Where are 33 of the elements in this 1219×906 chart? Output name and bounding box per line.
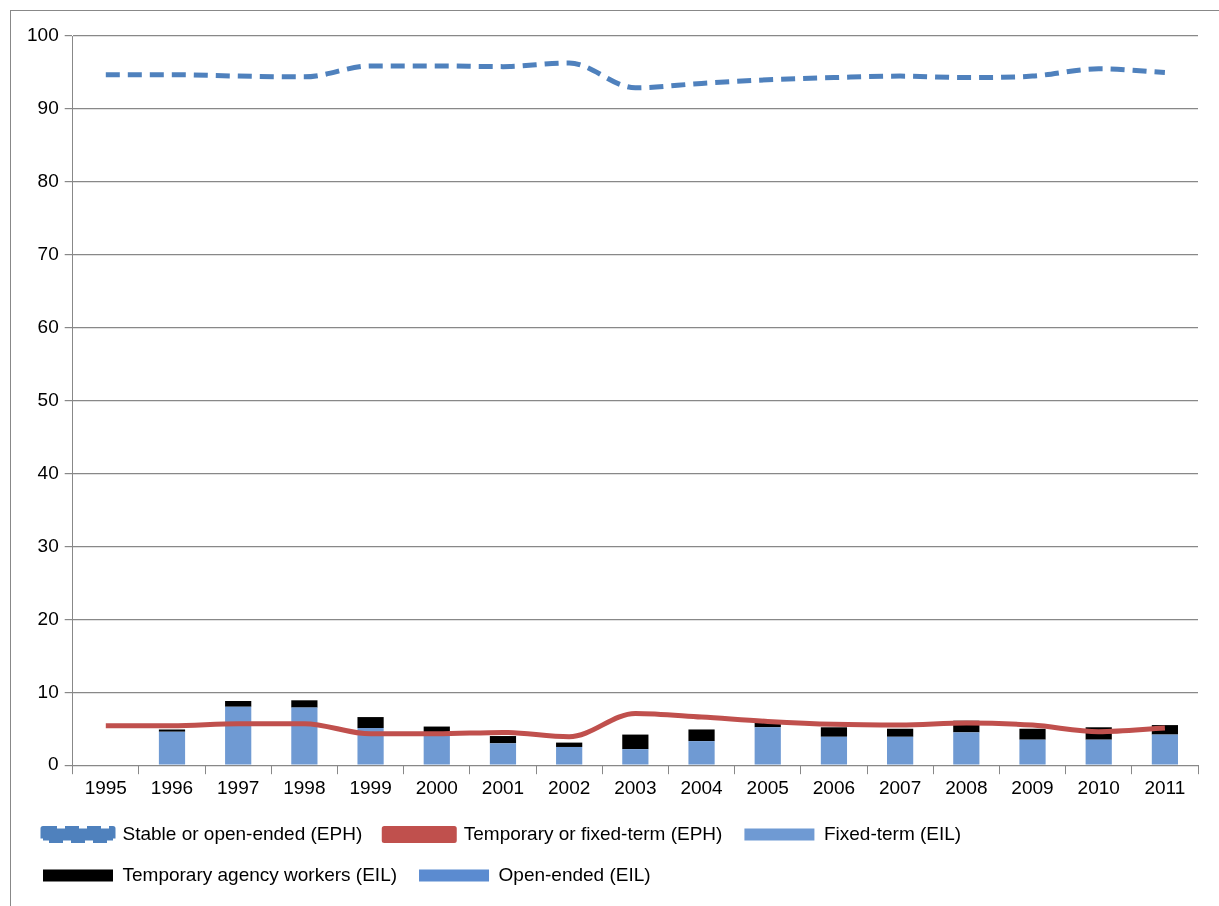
x-tick-label: 2000: [415, 776, 458, 798]
x-tick-label: 2005: [746, 776, 789, 798]
x-tick-label: 1999: [349, 776, 392, 798]
y-tick-label: 0: [48, 753, 59, 775]
x-tick-label: 1997: [217, 776, 260, 798]
y-tick-label: 90: [37, 97, 59, 119]
x-tick-label: 2002: [548, 776, 591, 798]
x-tick-label: 2006: [812, 776, 856, 798]
y-tick-label: 40: [37, 461, 59, 483]
x-tick-label: 2001: [481, 776, 525, 798]
y-tick-label: 60: [37, 315, 59, 337]
x-tick-label: 2008: [945, 776, 988, 798]
x-tick-label: 2004: [680, 776, 724, 798]
y-tick-label: 80: [37, 170, 59, 192]
legend-label: Temporary or fixed-term (EPH): [463, 822, 723, 844]
x-tick-label: 2010: [1077, 776, 1120, 798]
y-tick-label: 30: [37, 534, 59, 556]
legend-label: Open-ended (EIL): [498, 863, 651, 885]
x-tick-label: 2007: [878, 776, 922, 798]
y-tick-label: 70: [37, 242, 59, 264]
x-tick-label: 1998: [283, 776, 326, 798]
legend-label: Fixed-term (EIL): [823, 822, 962, 844]
x-tick-label: 2003: [614, 776, 657, 798]
legend-label: Temporary agency workers (EIL): [122, 863, 398, 885]
x-tick-label: 2011: [1144, 776, 1186, 798]
x-tick-label: 1995: [84, 776, 127, 798]
y-tick-label: 10: [37, 680, 59, 702]
legend-label: Stable or open-ended (EPH): [122, 822, 363, 844]
y-tick-label: 100: [27, 24, 59, 46]
y-tick-label: 50: [37, 388, 59, 410]
x-tick-label: 1996: [150, 776, 194, 798]
y-tick-label: 20: [37, 607, 59, 629]
x-tick-label: 2009: [1011, 776, 1054, 798]
